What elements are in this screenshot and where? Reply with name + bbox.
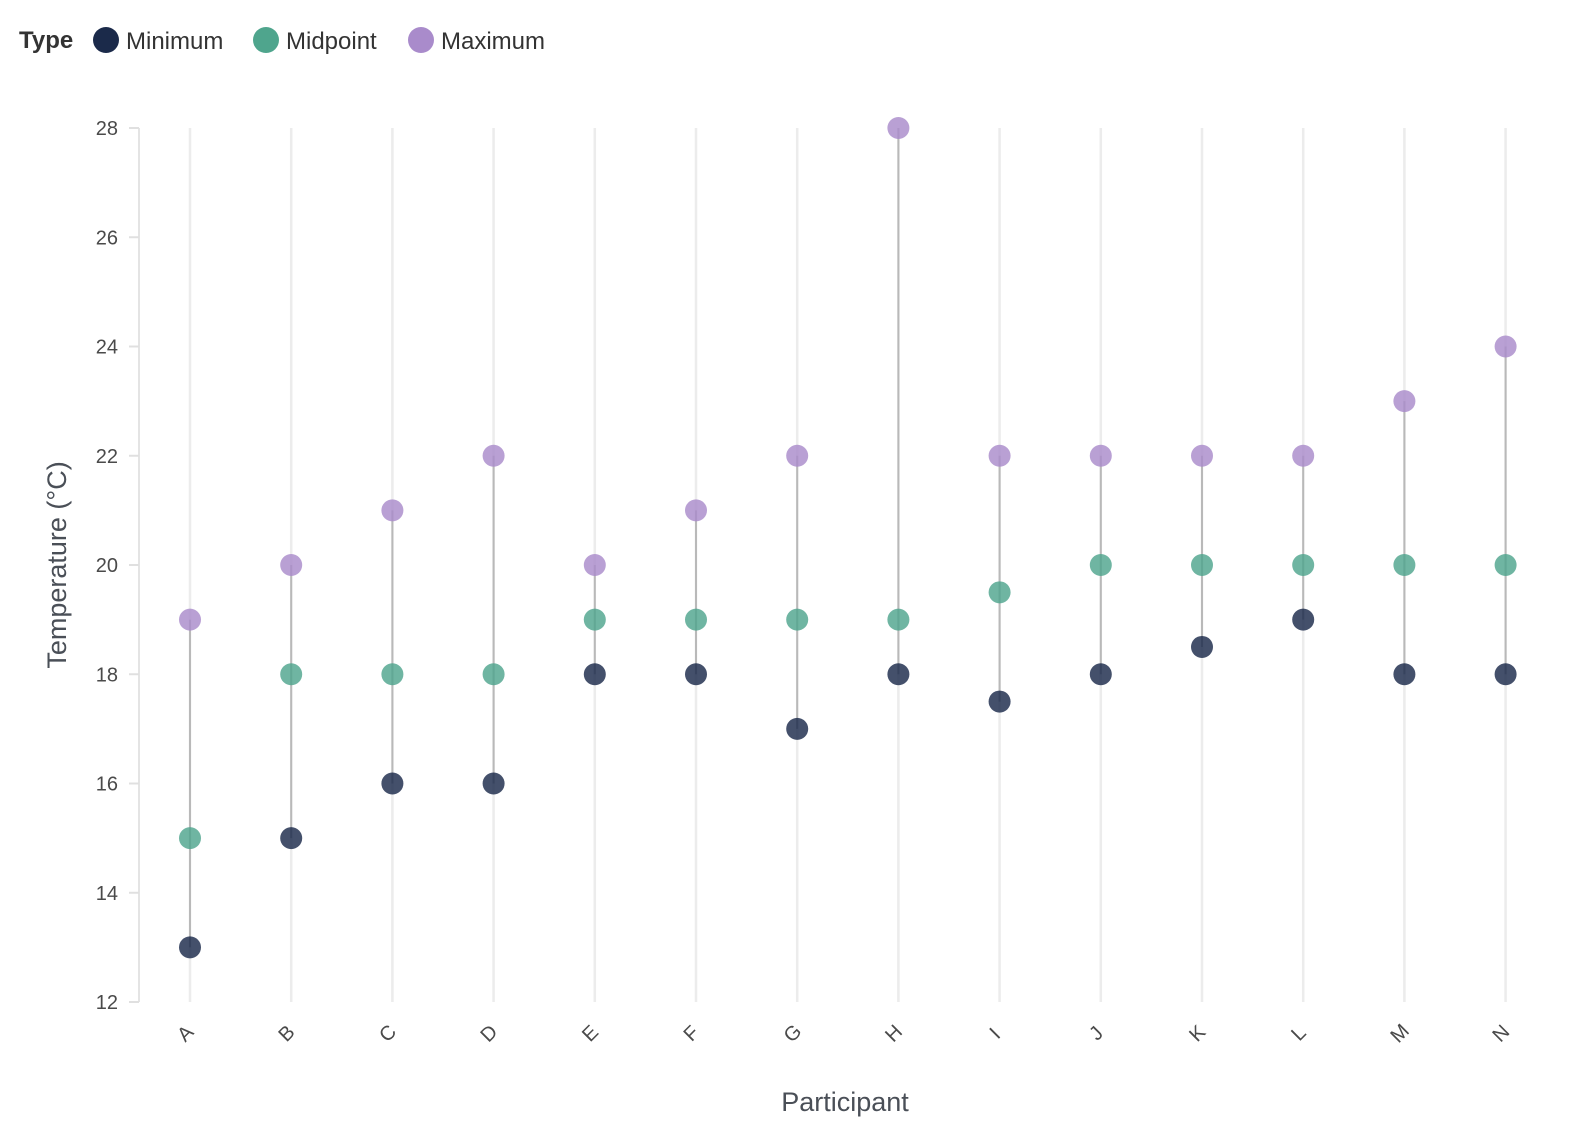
point-maximum-d bbox=[482, 444, 505, 467]
legend-swatch-maximum bbox=[408, 27, 434, 53]
point-minimum-d bbox=[482, 772, 505, 795]
point-midpoint-g bbox=[786, 608, 809, 631]
x-tick-label-c: C bbox=[375, 1021, 401, 1047]
legend-swatch-midpoint bbox=[253, 27, 279, 53]
point-maximum-b bbox=[280, 554, 303, 576]
point-maximum-c bbox=[381, 499, 404, 522]
x-tick-label-l: L bbox=[1287, 1022, 1310, 1045]
point-maximum-k bbox=[1191, 444, 1213, 467]
legend-swatch-minimum bbox=[93, 27, 119, 53]
point-midpoint-i bbox=[988, 581, 1011, 604]
point-maximum-a bbox=[179, 608, 201, 631]
point-maximum-f bbox=[685, 499, 707, 522]
y-tick-label: 16 bbox=[96, 774, 118, 796]
point-maximum-m bbox=[1393, 390, 1416, 413]
y-tick-label: 20 bbox=[96, 555, 118, 577]
point-midpoint-k bbox=[1191, 554, 1213, 576]
point-minimum-m bbox=[1393, 663, 1416, 686]
x-tick-label-e: E bbox=[578, 1021, 603, 1046]
point-midpoint-d bbox=[482, 663, 505, 686]
point-maximum-n bbox=[1494, 335, 1517, 358]
point-minimum-g bbox=[786, 717, 809, 740]
point-midpoint-a bbox=[179, 827, 201, 850]
data-points bbox=[179, 117, 1517, 959]
x-tick-label-g: G bbox=[780, 1020, 807, 1047]
legend-title: Type bbox=[19, 27, 73, 54]
x-tick-label-k: K bbox=[1185, 1021, 1210, 1046]
y-axis-title: Temperature (°C) bbox=[42, 461, 72, 668]
point-midpoint-f bbox=[685, 608, 707, 631]
x-tick-label-m: M bbox=[1386, 1020, 1413, 1047]
legend-label-minimum: Minimum bbox=[126, 28, 223, 55]
point-maximum-l bbox=[1292, 444, 1315, 467]
point-minimum-e bbox=[583, 663, 606, 686]
point-midpoint-b bbox=[280, 663, 303, 686]
point-maximum-e bbox=[583, 554, 606, 576]
point-minimum-f bbox=[685, 663, 707, 686]
y-tick-label: 24 bbox=[96, 337, 118, 359]
y-tick-label: 12 bbox=[96, 992, 118, 1014]
point-minimum-h bbox=[887, 663, 910, 686]
point-midpoint-h bbox=[887, 608, 910, 631]
legend: Type Minimum Midpoint Maximum bbox=[19, 27, 545, 55]
point-midpoint-e bbox=[583, 608, 606, 631]
legend-label-midpoint: Midpoint bbox=[286, 28, 377, 55]
y-tick-label: 14 bbox=[96, 883, 118, 905]
x-axis-title: Participant bbox=[781, 1087, 909, 1117]
point-minimum-k bbox=[1191, 635, 1213, 658]
x-tick-label-b: B bbox=[274, 1021, 299, 1046]
point-midpoint-n bbox=[1494, 554, 1517, 576]
point-midpoint-c bbox=[381, 663, 404, 686]
x-tick-label-f: F bbox=[680, 1022, 704, 1046]
x-tick-label-h: H bbox=[881, 1021, 907, 1047]
legend-label-maximum: Maximum bbox=[441, 28, 545, 55]
x-tick-label-d: D bbox=[476, 1021, 502, 1047]
x-tick-label-i: I bbox=[986, 1024, 1005, 1043]
point-maximum-h bbox=[887, 117, 910, 139]
point-midpoint-j bbox=[1089, 554, 1112, 576]
y-tick-label: 18 bbox=[96, 664, 118, 686]
point-minimum-c bbox=[381, 772, 404, 795]
y-tick-label: 22 bbox=[96, 446, 118, 468]
y-tick-label: 28 bbox=[96, 118, 118, 140]
point-minimum-i bbox=[988, 690, 1011, 713]
y-tick-label: 26 bbox=[96, 227, 118, 249]
point-maximum-j bbox=[1089, 444, 1112, 467]
x-tick-label-a: A bbox=[173, 1021, 198, 1046]
point-minimum-n bbox=[1494, 663, 1517, 686]
point-midpoint-l bbox=[1292, 554, 1315, 576]
range-lines bbox=[189, 128, 1507, 948]
point-maximum-i bbox=[988, 444, 1011, 467]
point-maximum-g bbox=[786, 444, 809, 467]
point-midpoint-m bbox=[1393, 554, 1416, 576]
point-minimum-b bbox=[280, 827, 303, 850]
point-minimum-l bbox=[1292, 608, 1315, 631]
point-minimum-a bbox=[179, 936, 201, 959]
point-minimum-j bbox=[1089, 663, 1112, 686]
tick-labels: 12 14 16 18 20 22 24 26 28 A B C D E F G H I J K L M N bbox=[96, 118, 1514, 1047]
x-tick-label-n: N bbox=[1488, 1021, 1514, 1047]
axes bbox=[129, 127, 140, 1003]
x-tick-label-j: J bbox=[1085, 1022, 1108, 1045]
